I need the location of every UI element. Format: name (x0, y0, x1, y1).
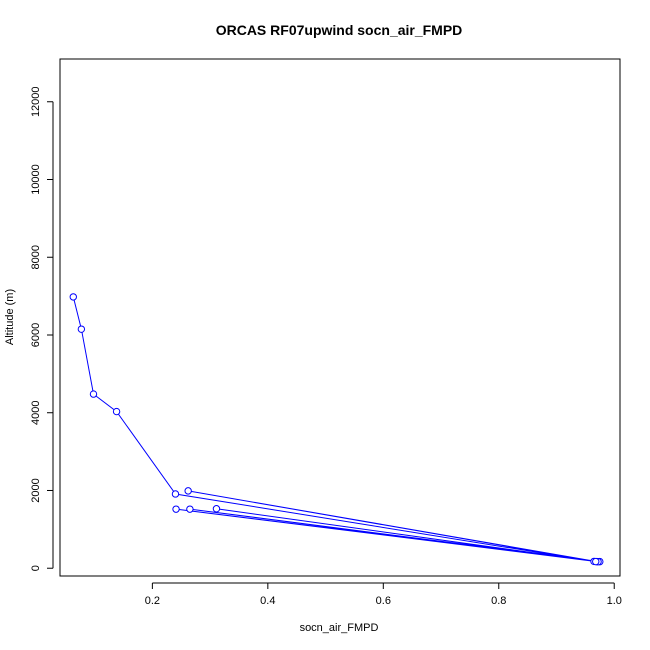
data-point (592, 557, 600, 566)
x-tick-label: 0.2 (145, 595, 160, 607)
data-point (172, 505, 180, 513)
y-tick-label: 4000 (30, 400, 42, 424)
y-tick-label: 0 (30, 565, 42, 571)
data-point (171, 490, 180, 498)
data-point (184, 487, 192, 495)
x-axis-label: socn_air_FMPD (300, 622, 379, 634)
x-axis: 0.2 0.4 0.6 0.8 1.0 (145, 582, 622, 607)
x-tick-label: 0.6 (376, 595, 391, 607)
x-tick-label: 0.4 (260, 595, 275, 607)
y-axis: 0 2000 4000 6000 8000 10000 12000 (30, 86, 54, 571)
y-tick-label: 10000 (30, 164, 42, 195)
y-tick-label: 8000 (30, 245, 42, 269)
y-tick-label: 2000 (30, 478, 42, 502)
y-tick-label: 6000 (30, 323, 42, 347)
y-tick-label: 12000 (30, 86, 42, 117)
series-layer (69, 293, 604, 566)
plot-frame (59, 58, 621, 577)
data-point (212, 505, 221, 513)
data-point (69, 293, 77, 301)
chart-title: ORCAS RF07upwind socn_air_FMPD (216, 22, 463, 38)
data-point (112, 407, 121, 416)
data-point (186, 505, 194, 513)
x-tick-label: 0.8 (491, 595, 506, 607)
data-point (89, 390, 98, 398)
y-axis-label: Altitude (m) (4, 289, 16, 345)
data-point (77, 325, 86, 333)
x-tick-label: 1.0 (607, 595, 622, 607)
series-line (72, 296, 600, 563)
